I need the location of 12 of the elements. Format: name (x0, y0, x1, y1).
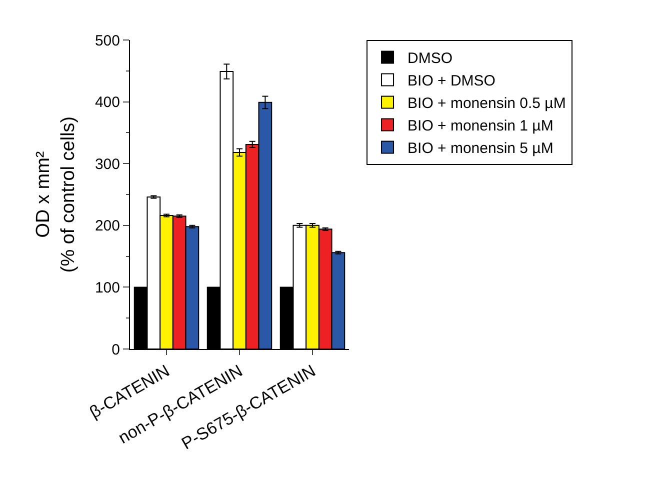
legend-label: DMSO (408, 50, 453, 68)
legend-label: BIO + monensin 1 µM (408, 118, 554, 135)
y-axis-title: OD x mm² (% of control cells) (33, 116, 79, 273)
y-tick-label: 0 (112, 341, 120, 358)
y-tick-label: 400 (94, 94, 120, 112)
legend-label: BIO + monensin 0.5 µM (408, 95, 566, 112)
y-tick-label: 300 (94, 156, 120, 173)
legend-label: BIO + DMSO (408, 72, 496, 90)
y-tick-label: 500 (94, 32, 120, 50)
legend-label: BIO + monensin 5 µM (408, 140, 554, 158)
y-tick-label: 200 (94, 218, 120, 235)
y-tick-label: 100 (94, 279, 120, 296)
